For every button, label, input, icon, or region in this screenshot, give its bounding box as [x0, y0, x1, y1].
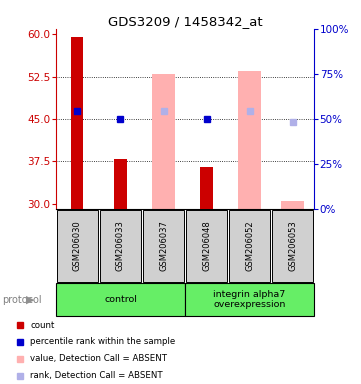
Text: GSM206033: GSM206033	[116, 220, 125, 271]
Text: count: count	[30, 321, 55, 330]
Text: value, Detection Call = ABSENT: value, Detection Call = ABSENT	[30, 354, 167, 363]
Bar	[281, 201, 304, 209]
Text: GSM206030: GSM206030	[73, 220, 82, 271]
Bar	[238, 71, 261, 209]
Text: percentile rank within the sample: percentile rank within the sample	[30, 338, 175, 346]
Bar	[152, 74, 175, 209]
Bar	[56, 283, 184, 316]
Title: GDS3209 / 1458342_at: GDS3209 / 1458342_at	[108, 15, 262, 28]
Bar	[71, 37, 83, 209]
Text: GSM206037: GSM206037	[159, 220, 168, 271]
Bar	[143, 210, 184, 281]
Text: GSM206052: GSM206052	[245, 220, 254, 271]
Text: control: control	[104, 295, 137, 304]
Text: GSM206053: GSM206053	[288, 220, 297, 271]
Text: GSM206048: GSM206048	[202, 220, 211, 271]
Bar	[114, 159, 126, 209]
Bar	[186, 210, 227, 281]
Text: ▶: ▶	[26, 295, 35, 305]
Bar	[272, 210, 313, 281]
Bar	[229, 210, 270, 281]
Text: protocol: protocol	[2, 295, 42, 305]
Bar	[200, 167, 213, 209]
Bar	[100, 210, 141, 281]
Bar	[57, 210, 98, 281]
Text: integrin alpha7
overexpression: integrin alpha7 overexpression	[213, 290, 286, 309]
Text: rank, Detection Call = ABSENT: rank, Detection Call = ABSENT	[30, 371, 163, 380]
Bar	[186, 283, 314, 316]
